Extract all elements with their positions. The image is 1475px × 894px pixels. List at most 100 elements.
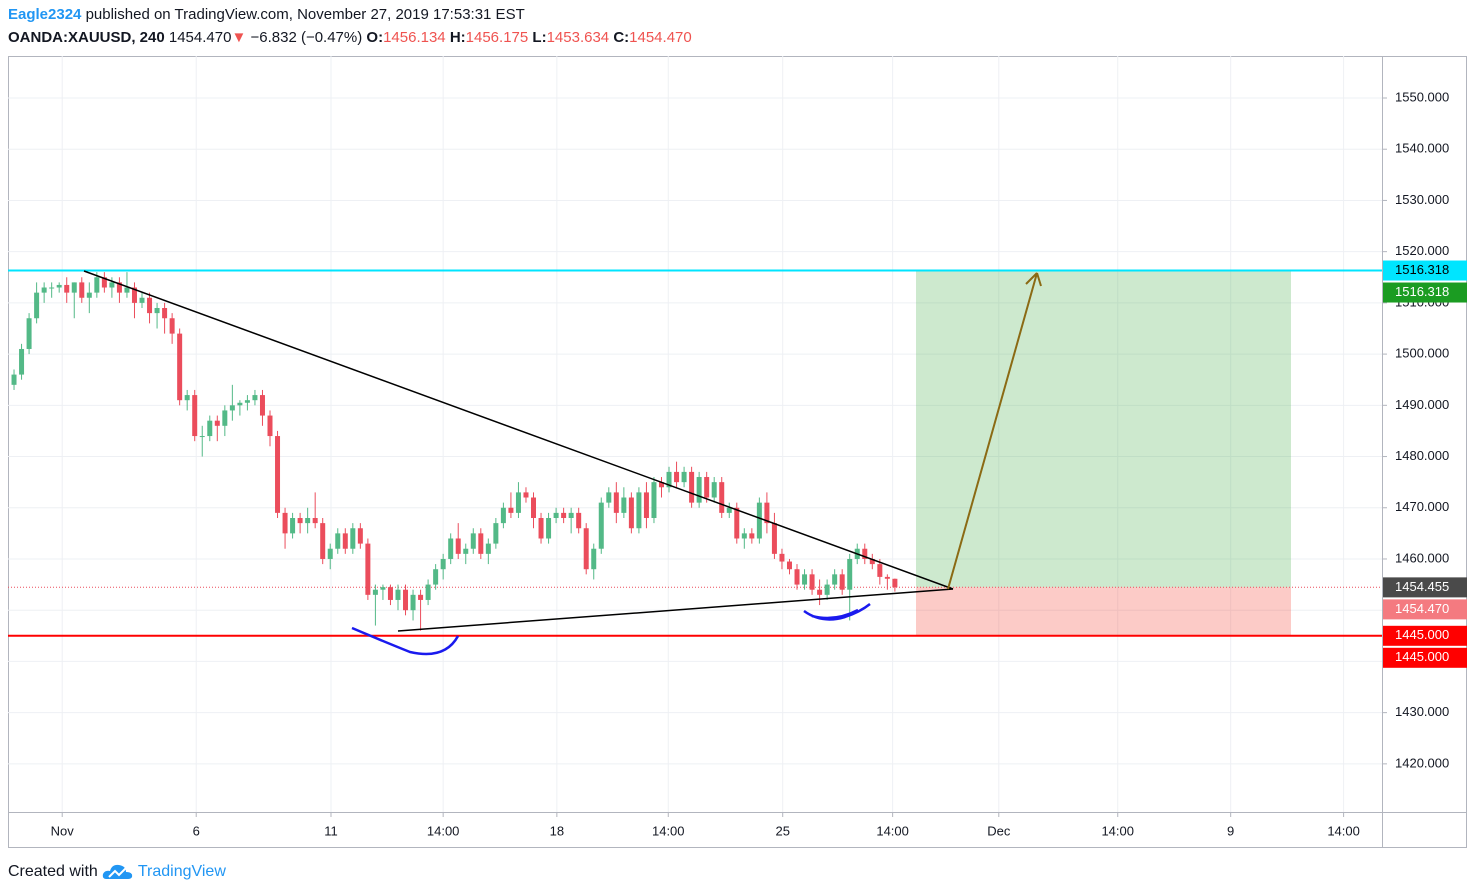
candle-body xyxy=(327,548,333,559)
candle-body xyxy=(568,512,574,518)
o: 1456.134 xyxy=(383,29,446,46)
author[interactable]: Eagle2324 xyxy=(8,6,82,23)
candle-body xyxy=(508,507,514,513)
candle-body xyxy=(320,523,326,559)
target-zone xyxy=(916,270,1291,588)
price-badge xyxy=(1383,647,1467,668)
candle-body xyxy=(666,471,672,488)
candle-body xyxy=(372,589,378,595)
candle-body xyxy=(94,277,100,293)
candle-body xyxy=(651,482,657,518)
candle-body xyxy=(832,574,838,585)
price-badge-label: 1516.318 xyxy=(1395,284,1449,299)
candle-body xyxy=(500,507,506,524)
candle-body xyxy=(275,436,281,513)
candle-body xyxy=(711,482,717,498)
candle-body xyxy=(342,533,348,549)
candle-body xyxy=(282,512,288,534)
x-tick-label: 18 xyxy=(550,823,564,838)
candle-body xyxy=(418,594,424,600)
footer-brand[interactable]: TradingView xyxy=(137,863,226,880)
y-tick-label: 1490.000 xyxy=(1395,397,1449,412)
y-tick-label: 1520.000 xyxy=(1395,243,1449,258)
candle-body xyxy=(184,395,190,401)
candle-body xyxy=(350,528,356,549)
candle-body xyxy=(244,400,250,403)
candle-body xyxy=(794,569,800,585)
candle-body xyxy=(56,284,62,288)
candle-body xyxy=(576,512,582,529)
x-tick-label: 9 xyxy=(1227,823,1234,838)
candle-body xyxy=(674,471,680,483)
candle-body xyxy=(485,543,491,554)
c: 1454.470 xyxy=(629,29,692,46)
y-tick-label: 1530.000 xyxy=(1395,192,1449,207)
footer-text: Created with xyxy=(8,863,98,880)
candle-body xyxy=(101,277,107,288)
change: −6.832 (−0.47%) xyxy=(250,29,363,46)
candle-body xyxy=(658,482,664,488)
price-badge xyxy=(1383,282,1467,303)
candle-body xyxy=(546,518,552,539)
candle-body xyxy=(606,492,612,503)
x-tick-label: Nov xyxy=(51,823,75,838)
price-badge-label: 1454.470 xyxy=(1395,601,1449,616)
y-tick-label: 1500.000 xyxy=(1395,346,1449,361)
candle-body xyxy=(49,287,55,289)
candle-body xyxy=(726,507,732,513)
x-tick-label: 14:00 xyxy=(1327,823,1360,838)
candle-body xyxy=(192,395,198,437)
candle-body xyxy=(86,292,92,298)
candle-body xyxy=(824,584,830,595)
candle-body xyxy=(553,512,559,518)
y-tick-label: 1420.000 xyxy=(1395,755,1449,770)
candle-body xyxy=(297,518,303,524)
x-tick-label: 14:00 xyxy=(876,823,909,838)
candle-body xyxy=(613,492,619,513)
candle-body xyxy=(741,533,747,539)
y-tick-label: 1470.000 xyxy=(1395,499,1449,514)
candle-body xyxy=(410,594,416,611)
h: 1456.175 xyxy=(465,29,529,46)
hand-curve xyxy=(803,603,871,621)
candle-body xyxy=(357,528,363,544)
candle-body xyxy=(756,502,762,539)
candle-body xyxy=(335,533,341,549)
l: 1453.634 xyxy=(546,29,610,46)
candle-body xyxy=(290,518,296,534)
x-tick-label: 11 xyxy=(324,823,338,838)
candle-body xyxy=(884,576,890,579)
candle-body xyxy=(139,297,145,303)
candle-body xyxy=(177,333,183,401)
price-badge xyxy=(1383,625,1467,646)
ohlc-line: OANDA:XAUUSD, 240 1454.470▼ −6.832 (−0.4… xyxy=(8,29,692,46)
candle-body xyxy=(147,297,153,314)
candle-body xyxy=(365,543,371,595)
candle-body xyxy=(809,574,815,590)
published: published on TradingView.com, November 2… xyxy=(85,6,525,23)
candle-body xyxy=(154,308,160,314)
candle-body xyxy=(305,518,311,524)
x-tick-label: 14:00 xyxy=(1101,823,1134,838)
c-label: C: xyxy=(613,29,630,46)
candle-body xyxy=(109,282,115,288)
candle-body xyxy=(771,523,777,554)
candle-body xyxy=(847,558,853,590)
candle-body xyxy=(252,395,258,401)
candle-body xyxy=(719,482,725,513)
candle-body xyxy=(817,589,823,595)
candle-body xyxy=(207,420,213,437)
footer: Created with TradingView xyxy=(8,862,226,882)
candle-body xyxy=(41,287,47,293)
h-label: H: xyxy=(449,29,466,46)
candle-body xyxy=(433,569,439,585)
y-tick-label: 1550.000 xyxy=(1395,89,1449,104)
drawings xyxy=(83,270,1042,656)
candle-body xyxy=(749,533,755,539)
chart-border xyxy=(8,56,1467,848)
candle-body xyxy=(689,471,695,503)
candle-body xyxy=(869,558,875,565)
candle-body xyxy=(531,497,537,518)
candle-body xyxy=(79,282,85,298)
